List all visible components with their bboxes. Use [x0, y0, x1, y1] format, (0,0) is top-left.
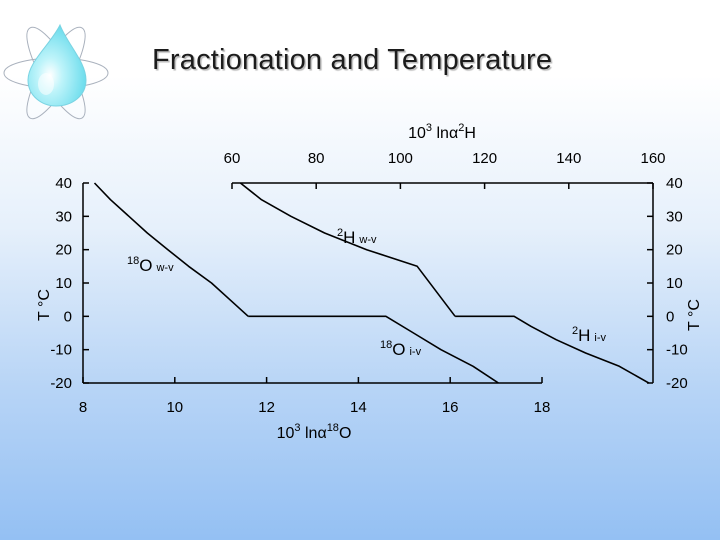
left-axis-label: T °C: [36, 289, 53, 321]
slide-title: Fractionation and Temperature: [152, 44, 553, 76]
top-tick-label: 120: [472, 150, 497, 167]
bottom-tick-label: 18: [534, 399, 551, 416]
right-tick-label: -20: [666, 375, 688, 392]
bottom-axis-label: 103 lnα18O: [277, 422, 352, 442]
top-tick-label: 80: [308, 150, 325, 167]
bottom-tick-label: 16: [442, 399, 459, 416]
water-drop-atom-icon: [3, 23, 109, 120]
series-label-2h-iv: 2H i-v: [572, 325, 607, 345]
top-tick-label: 60: [224, 150, 241, 167]
right-axis-label: T °C: [686, 299, 703, 331]
bottom-tick-label: 12: [258, 399, 275, 416]
right-tick-label: 40: [666, 175, 683, 192]
right-tick-label: -10: [666, 342, 688, 359]
right-tick-label: 20: [666, 242, 683, 259]
bottom-tick-label: 8: [79, 399, 87, 416]
bottom-tick-label: 14: [350, 399, 367, 416]
right-tick-label: 10: [666, 275, 683, 292]
series-line-2h-i-v: [455, 315, 650, 384]
top-tick-label: 160: [640, 150, 665, 167]
series-label-18o-wv: 18O w-v: [127, 255, 174, 275]
left-tick-label: 30: [55, 208, 72, 225]
bottom-tick-label: 10: [166, 399, 183, 416]
series-line-18o-i-v: [248, 315, 499, 384]
right-tick-label: 0: [666, 308, 674, 325]
right-tick-label: 30: [666, 208, 683, 225]
top-tick-label: 100: [388, 150, 413, 167]
series-line-18o-w-v: [93, 182, 249, 317]
left-tick-label: -20: [50, 375, 72, 392]
left-tick-label: 20: [55, 242, 72, 259]
left-tick-label: -10: [50, 342, 72, 359]
left-tick-label: 0: [64, 308, 72, 325]
left-tick-label: 40: [55, 175, 72, 192]
left-tick-label: 10: [55, 275, 72, 292]
top-tick-label: 140: [556, 150, 581, 167]
series-label-18o-iv: 18O i-v: [380, 339, 422, 359]
top-axis-label: 103 lnα2H: [408, 122, 476, 142]
series-line-2h-w-v: [239, 182, 456, 317]
series-label-2h-wv: 2H w-v: [337, 227, 377, 247]
